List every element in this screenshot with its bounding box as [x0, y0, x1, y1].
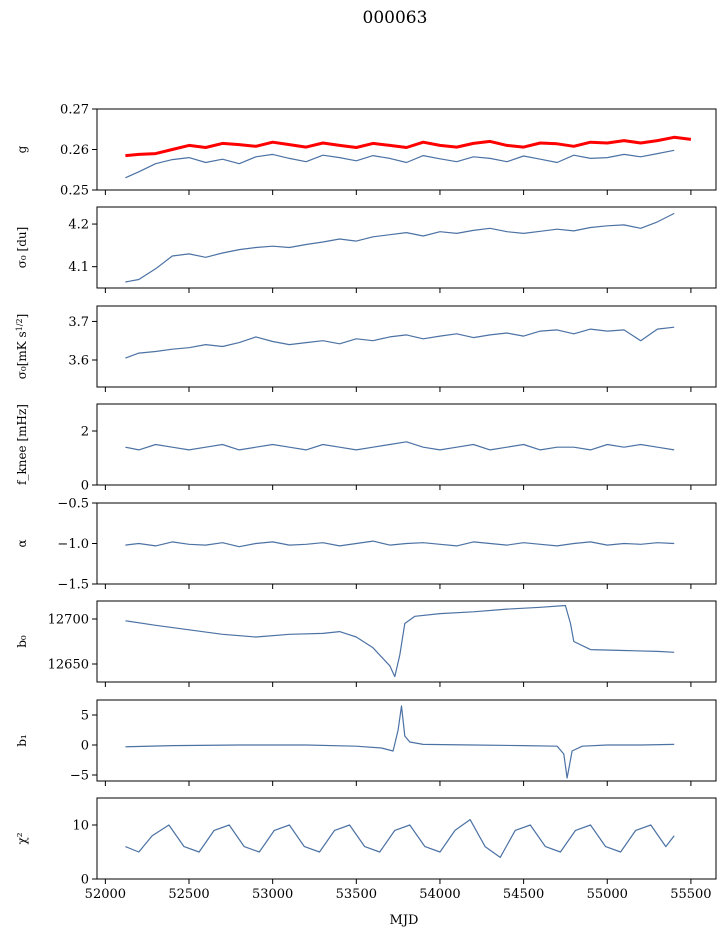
series-line	[125, 212, 675, 283]
x-tick-label: 53000	[252, 887, 293, 902]
x-axis-label: MJD	[390, 913, 419, 928]
axes-frame	[96, 305, 717, 388]
series-line	[125, 149, 675, 179]
axes-frame	[96, 206, 717, 289]
y-tick-label: 4.1	[68, 260, 89, 275]
y-tick-label: 12650	[48, 658, 89, 673]
y-tick-label: 0.27	[60, 103, 89, 118]
figure-title: 000063	[363, 8, 428, 28]
series-line	[125, 540, 675, 548]
y-axis-label: b₀	[15, 635, 29, 648]
y-tick-label: 0.26	[60, 143, 89, 158]
panels: 0.25 0.26 0.27 g 4.1 4.2 σ₀ [du] 3.6 3.7 σ₀[mK s1…	[15, 103, 717, 902]
axes-frame	[96, 797, 717, 880]
y-tick-label: −0.5	[57, 497, 89, 512]
panel-1: 0.25 0.26 0.27 g	[15, 103, 717, 199]
panel-5: −1.5 −1.0 −0.5 α	[15, 497, 717, 593]
panel-2: 4.1 4.2 σ₀ [du]	[15, 206, 717, 293]
y-tick-label: 0	[81, 873, 89, 888]
y-tick-label: 10	[72, 819, 89, 834]
axes-frame	[96, 600, 717, 683]
y-axis-label: b₁	[15, 734, 29, 747]
axes-frame	[96, 403, 717, 486]
x-tick-label: 52000	[85, 887, 126, 902]
series-line	[125, 604, 675, 678]
reference-series-line	[125, 135, 692, 158]
axes-frame	[96, 502, 717, 585]
panel-7: −5 0 5 b₁	[15, 699, 717, 786]
y-axis-label: σ₀ [du]	[15, 227, 29, 269]
y-tick-label: 0	[81, 739, 89, 754]
y-axis-label: g	[15, 145, 29, 153]
y-axis-label: α	[15, 539, 29, 547]
x-tick-label: 54500	[503, 887, 544, 902]
panel-4: 0 2 f_knee [mHz]	[15, 403, 717, 494]
y-axis-label: f_knee [mHz]	[15, 404, 29, 485]
y-tick-label: 12700	[48, 613, 89, 628]
y-tick-label: −5	[70, 769, 89, 784]
y-tick-label: 0.25	[60, 184, 89, 199]
x-tick-label: 55500	[670, 887, 711, 902]
series-line	[125, 326, 675, 359]
y-tick-label: −1.0	[57, 537, 89, 552]
y-axis-label: σ₀[mK s1/2]	[15, 314, 30, 380]
y-tick-label: 3.7	[68, 315, 89, 330]
series-line	[125, 705, 675, 779]
y-tick-label: 2	[81, 425, 89, 440]
x-tick-label: 53500	[336, 887, 377, 902]
panel-3: 3.6 3.7 σ₀[mK s1/2]	[15, 305, 717, 392]
x-tick-label: 54000	[419, 887, 460, 902]
series-line	[125, 819, 675, 858]
y-tick-label: 5	[81, 709, 89, 724]
y-tick-label: 3.6	[68, 354, 89, 369]
y-axis-label: χ²	[15, 832, 29, 844]
y-tick-label: −1.5	[57, 578, 89, 593]
y-tick-label: 0	[81, 479, 89, 494]
panel-8: 0 10 52000 52500 53000 53500 54000 54500 55000 55…	[15, 797, 717, 902]
x-tick-label: 52500	[168, 887, 209, 902]
axes-frame	[96, 108, 717, 191]
series-line	[125, 441, 675, 451]
x-tick-label: 55000	[587, 887, 628, 902]
axes-frame	[96, 699, 717, 782]
panel-6: 12650 12700 b₀	[15, 600, 717, 687]
y-tick-label: 4.2	[68, 218, 89, 233]
